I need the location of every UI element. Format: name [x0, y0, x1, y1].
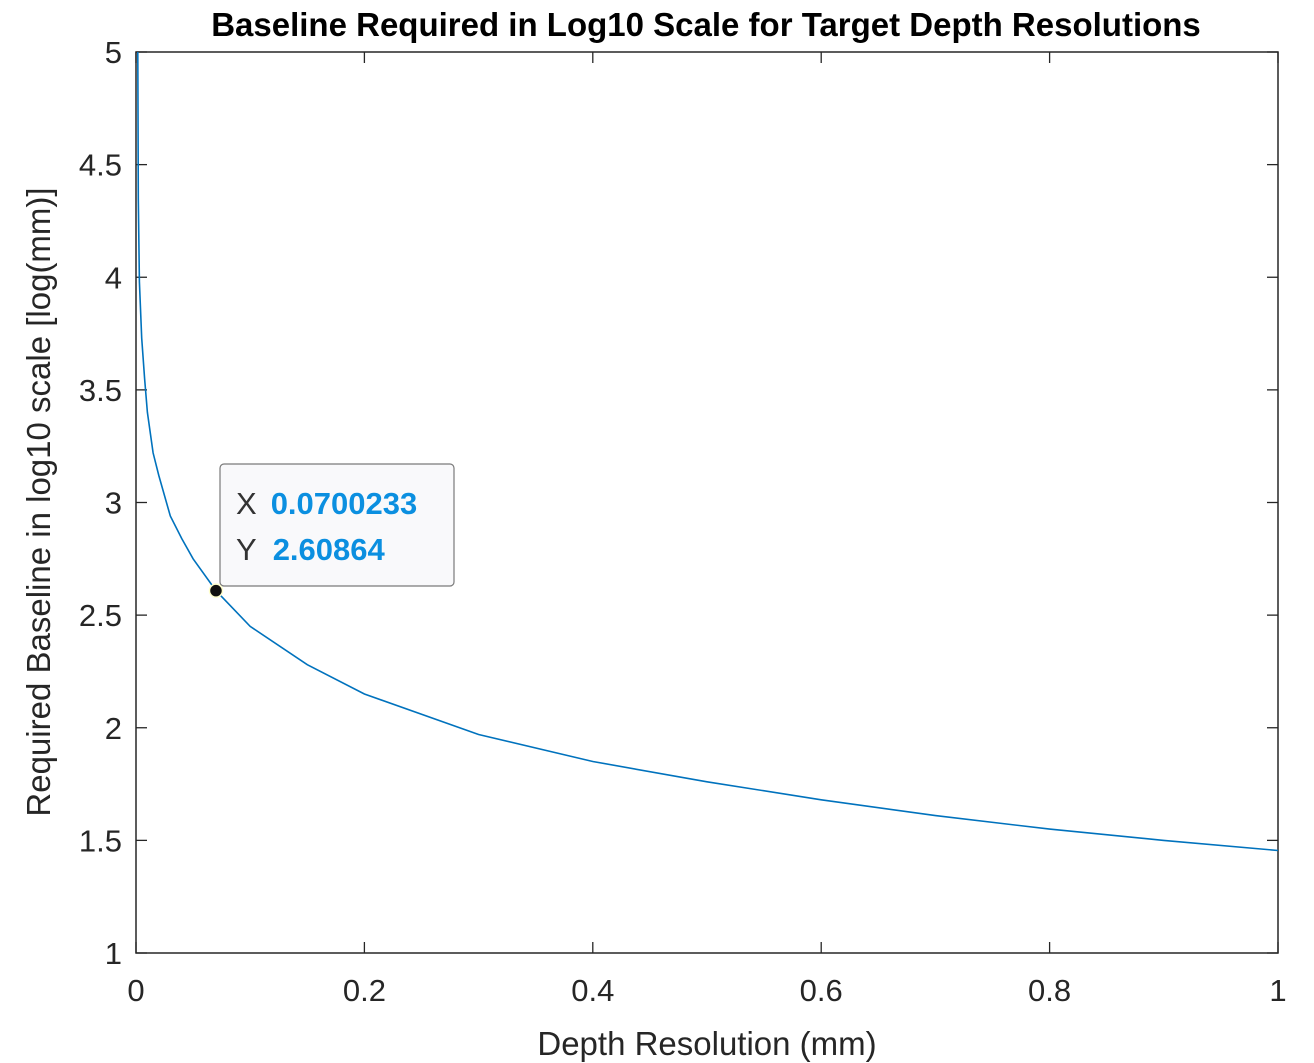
y-tick-label: 3.5 [79, 373, 122, 408]
y-axis-label: Required Baseline in log10 scale [log(mm… [20, 187, 57, 816]
y-tick-label: 2.5 [79, 598, 122, 633]
y-tick-label: 2 [105, 711, 122, 746]
x-tick-label: 0.6 [800, 973, 843, 1008]
datatip-x-row: X 0.0700233 [236, 486, 417, 521]
x-tick-label: 0.4 [571, 973, 614, 1008]
datatip-x-key: X [236, 486, 257, 521]
axis-ticks [135, 51, 1279, 954]
chart-title: Baseline Required in Log10 Scale for Tar… [211, 6, 1201, 43]
y-tick-label: 1 [105, 936, 122, 971]
datatip-box [219, 463, 455, 587]
datatip-y-row: Y 2.60864 [236, 532, 386, 567]
y-tick-label: 1.5 [79, 823, 122, 858]
x-tick-label: 0 [127, 973, 144, 1008]
datatip-y-key: Y [236, 532, 257, 567]
datatip-x-value: 0.0700233 [271, 486, 418, 521]
y-tick-label: 4 [105, 260, 122, 295]
x-tick-labels: 0 0.2 0.4 0.6 0.8 1 [127, 973, 1286, 1008]
x-axis-label: Depth Resolution (mm) [537, 1025, 876, 1062]
datatip-y-value: 2.60864 [273, 532, 386, 567]
x-tick-label: 1 [1269, 973, 1286, 1008]
y-tick-label: 5 [105, 35, 122, 70]
x-tick-label: 0.8 [1028, 973, 1071, 1008]
y-tick-label: 4.5 [79, 148, 122, 183]
y-tick-labels: 1 1.5 2 2.5 3 3.5 4 4.5 5 [79, 35, 122, 971]
x-tick-label: 0.2 [343, 973, 386, 1008]
datatip[interactable]: X 0.0700233 Y 2.60864 [208, 463, 455, 598]
datatip-marker[interactable] [208, 583, 224, 598]
y-tick-label: 3 [105, 486, 122, 521]
